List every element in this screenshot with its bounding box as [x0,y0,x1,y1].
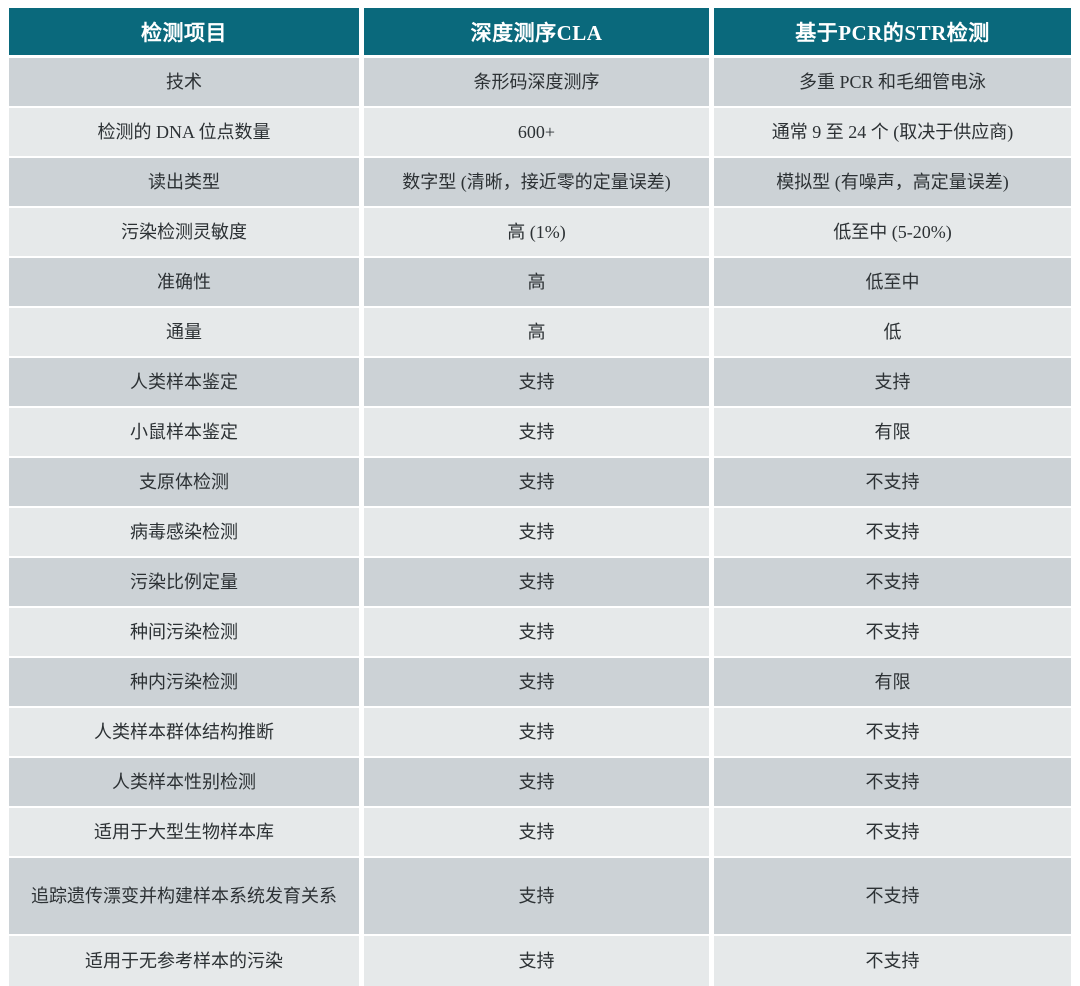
cell-item: 技术 [9,58,364,108]
table-row: 读出类型 数字型 (清晰，接近零的定量误差) 模拟型 (有噪声，高定量误差) [9,158,1071,208]
cell-str: 不支持 [714,458,1071,508]
cell-str: 不支持 [714,558,1071,608]
cell-str: 有限 [714,408,1071,458]
cell-item: 病毒感染检测 [9,508,364,558]
cell-str: 有限 [714,658,1071,708]
cell-str: 支持 [714,358,1071,408]
comparison-table: 检测项目 深度测序CLA 基于PCR的STR检测 技术 条形码深度测序 多重 PCR… [9,8,1071,986]
table-row: 种内污染检测 支持 有限 [9,658,1071,708]
cell-item: 适用于无参考样本的污染 [9,936,364,986]
cell-item: 检测的 DNA 位点数量 [9,108,364,158]
cell-cla: 支持 [364,658,714,708]
cell-str: 不支持 [714,808,1071,858]
table-row: 适用于大型生物样本库 支持 不支持 [9,808,1071,858]
table-row: 适用于无参考样本的污染 支持 不支持 [9,936,1071,986]
cell-str: 低至中 (5-20%) [714,208,1071,258]
cell-cla: 支持 [364,608,714,658]
column-header-cla: 深度测序CLA [364,8,714,58]
cell-item: 种内污染检测 [9,658,364,708]
cell-str: 不支持 [714,758,1071,808]
cell-item: 种间污染检测 [9,608,364,658]
cell-cla: 支持 [364,758,714,808]
cell-cla: 支持 [364,808,714,858]
cell-cla: 高 [364,308,714,358]
cell-item: 污染比例定量 [9,558,364,608]
cell-cla: 数字型 (清晰，接近零的定量误差) [364,158,714,208]
cell-item: 准确性 [9,258,364,308]
table-body: 技术 条形码深度测序 多重 PCR 和毛细管电泳 检测的 DNA 位点数量 600+ 通常… [9,58,1071,986]
cell-str: 不支持 [714,608,1071,658]
table-header: 检测项目 深度测序CLA 基于PCR的STR检测 [9,8,1071,58]
cell-str: 多重 PCR 和毛细管电泳 [714,58,1071,108]
table-row: 小鼠样本鉴定 支持 有限 [9,408,1071,458]
table-row: 人类样本性别检测 支持 不支持 [9,758,1071,808]
cell-str: 不支持 [714,708,1071,758]
table-row: 通量高低 [9,308,1071,358]
cell-cla: 条形码深度测序 [364,58,714,108]
cell-cla: 高 (1%) [364,208,714,258]
table-row: 种间污染检测 支持 不支持 [9,608,1071,658]
table-row: 人类样本群体结构推断 支持 不支持 [9,708,1071,758]
column-header-str: 基于PCR的STR检测 [714,8,1071,58]
cell-str: 模拟型 (有噪声，高定量误差) [714,158,1071,208]
cell-item: 适用于大型生物样本库 [9,808,364,858]
cell-item: 人类样本群体结构推断 [9,708,364,758]
cell-cla: 支持 [364,936,714,986]
table-row: 病毒感染检测 支持 不支持 [9,508,1071,558]
cell-item: 人类样本鉴定 [9,358,364,408]
cell-item: 小鼠样本鉴定 [9,408,364,458]
cell-item: 污染检测灵敏度 [9,208,364,258]
cell-str: 通常 9 至 24 个 (取决于供应商) [714,108,1071,158]
cell-item: 追踪遗传漂变并构建样本系统发育关系 [9,858,364,936]
cell-cla: 支持 [364,708,714,758]
comparison-table-container: 检测项目 深度测序CLA 基于PCR的STR检测 技术 条形码深度测序 多重 PCR… [9,8,1071,986]
cell-cla: 支持 [364,558,714,608]
cell-cla: 600+ [364,108,714,158]
table-row: 污染比例定量 支持 不支持 [9,558,1071,608]
cell-item: 人类样本性别检测 [9,758,364,808]
cell-str: 低至中 [714,258,1071,308]
cell-item: 通量 [9,308,364,358]
column-header-item: 检测项目 [9,8,364,58]
table-row: 技术 条形码深度测序 多重 PCR 和毛细管电泳 [9,58,1071,108]
table-row: 污染检测灵敏度高 (1%) 低至中 (5-20%) [9,208,1071,258]
cell-str: 低 [714,308,1071,358]
cell-cla: 支持 [364,458,714,508]
cell-str: 不支持 [714,858,1071,936]
table-row: 支原体检测 支持 不支持 [9,458,1071,508]
table-row: 检测的 DNA 位点数量 600+ 通常 9 至 24 个 (取决于供应商) [9,108,1071,158]
cell-cla: 支持 [364,358,714,408]
cell-cla: 高 [364,258,714,308]
cell-item: 读出类型 [9,158,364,208]
cell-cla: 支持 [364,508,714,558]
header-row: 检测项目 深度测序CLA 基于PCR的STR检测 [9,8,1071,58]
table-row: 准确性高低至中 [9,258,1071,308]
table-row: 追踪遗传漂变并构建样本系统发育关系 支持 不支持 [9,858,1071,936]
cell-str: 不支持 [714,508,1071,558]
cell-str: 不支持 [714,936,1071,986]
cell-cla: 支持 [364,858,714,936]
table-row: 人类样本鉴定 支持 支持 [9,358,1071,408]
cell-item: 支原体检测 [9,458,364,508]
cell-cla: 支持 [364,408,714,458]
